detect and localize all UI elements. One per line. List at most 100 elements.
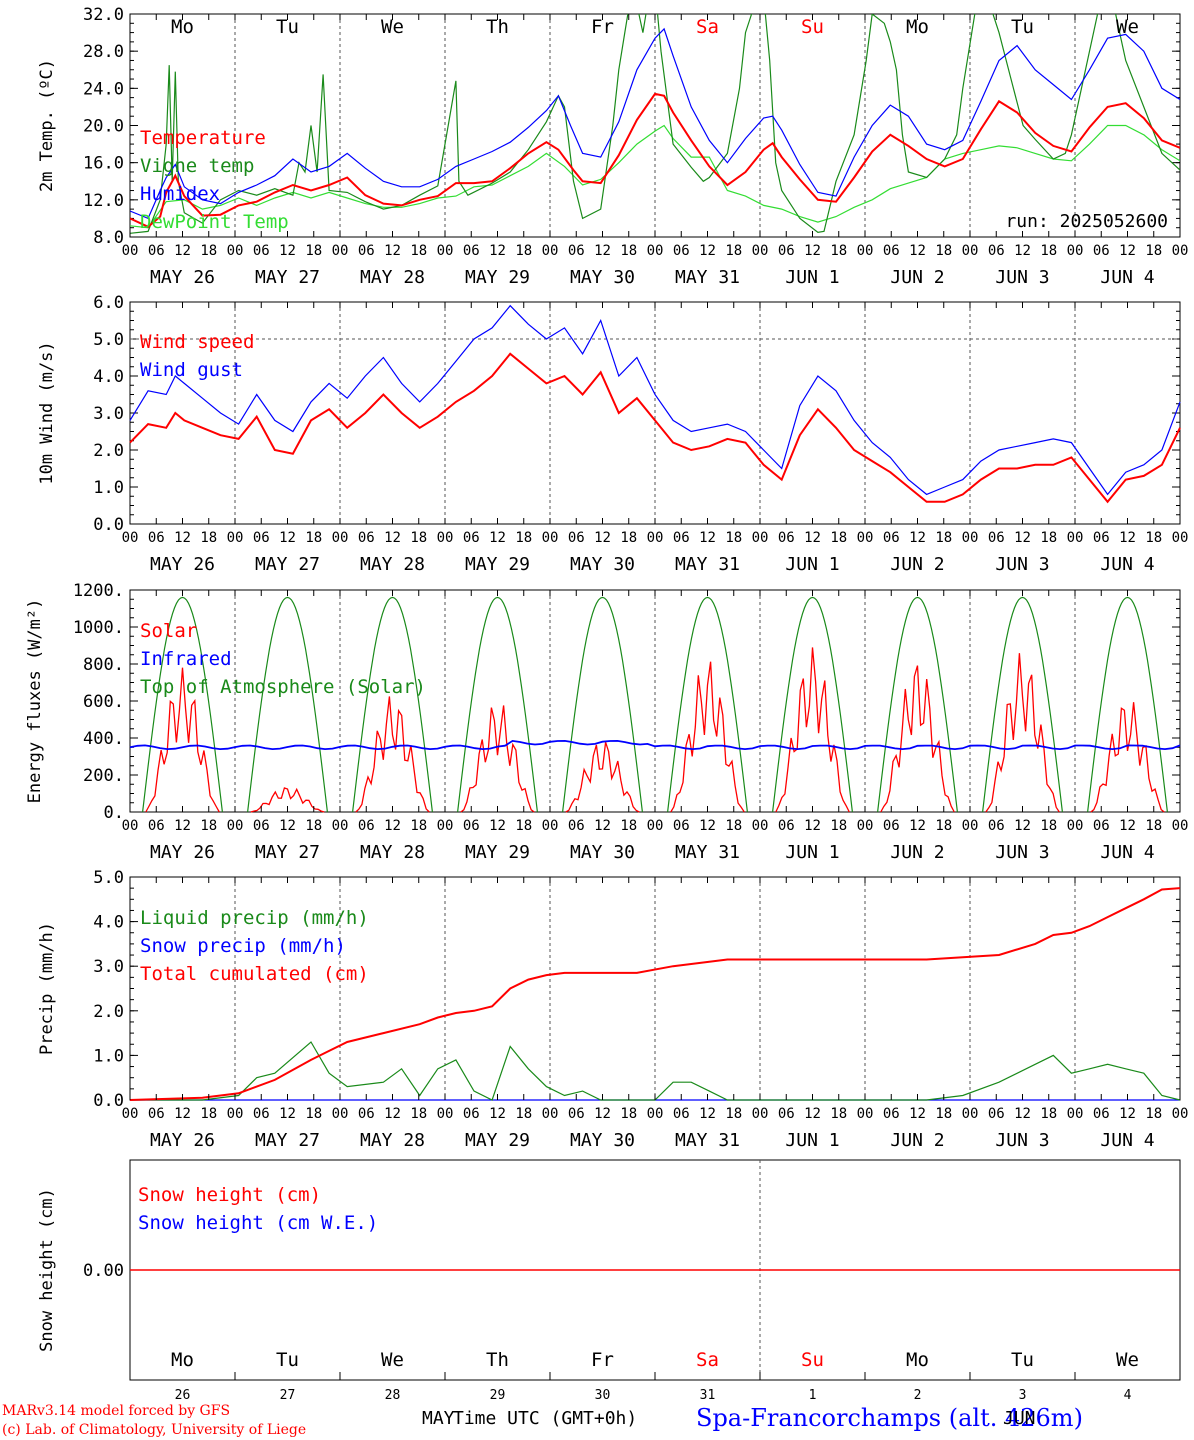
weekday-label: Mo [906, 1349, 929, 1371]
x-tick-label: 18 [515, 1106, 532, 1122]
x-tick-label: 12 [594, 243, 611, 259]
x-tick-label: 00 [1172, 1106, 1189, 1122]
series-line-solar [145, 647, 1165, 813]
x-tick-label: 06 [673, 818, 690, 834]
day-number-label: 26 [175, 1388, 191, 1403]
date-label: JUN 3 [995, 1130, 1049, 1151]
x-tick-label: 12 [384, 243, 401, 259]
x-tick-label: 06 [988, 1106, 1005, 1122]
x-tick-label: 06 [148, 818, 165, 834]
y-tick-label: 0.00 [83, 1261, 124, 1281]
y-axis-label: Energy fluxes (W/m²) [25, 599, 45, 804]
y-tick-label: 4.0 [93, 913, 124, 933]
day-number-label: 3 [1019, 1388, 1027, 1403]
day-number-label: 28 [385, 1388, 401, 1403]
date-label: JUN 1 [785, 1130, 839, 1151]
weekday-label: Sa [696, 16, 719, 38]
panel-1: 8.0 12.0 16.0 20.0 24.0 28.0 32.0 2m Temp. (ºC)… [37, 5, 1188, 288]
x-tick-label: 06 [358, 818, 375, 834]
x-tick-label: 12 [594, 1106, 611, 1122]
x-tick-label: 06 [463, 243, 480, 259]
weekday-label: Fr [591, 16, 614, 38]
y-tick-label: 0.0 [93, 515, 124, 535]
date-label: MAY 28 [360, 267, 425, 288]
x-tick-label: 18 [830, 818, 847, 834]
date-label: MAY 29 [465, 267, 530, 288]
x-tick-label: 18 [200, 243, 217, 259]
series-line-infrared [129, 739, 1181, 751]
x-tick-label: 06 [1093, 818, 1110, 834]
legend-top-of-atmosphere-solar-: Top of Atmosphere (Solar) [140, 676, 426, 698]
weekday-label: We [381, 16, 404, 38]
x-tick-label: 06 [568, 243, 585, 259]
date-label: MAY 31 [675, 267, 740, 288]
y-tick-label: 1000. [73, 618, 124, 638]
x-tick-label: 00 [227, 530, 244, 546]
y-tick-label: 600. [83, 692, 124, 712]
x-tick-label: 00 [857, 1106, 874, 1122]
x-tick-label: 18 [935, 243, 952, 259]
date-label: MAY 29 [465, 554, 530, 575]
x-tick-label: 06 [253, 818, 270, 834]
panel-2: 0.0 1.0 2.0 3.0 4.0 5.0 6.0 10m Wind (m/s) Wind … [37, 293, 1188, 575]
x-tick-label: 00 [962, 243, 979, 259]
x-tick-label: 12 [909, 818, 926, 834]
x-tick-label: 12 [384, 818, 401, 834]
x-tick-label: 06 [883, 818, 900, 834]
weekday-label: Mo [906, 16, 929, 38]
x-tick-label: 18 [1040, 530, 1057, 546]
x-tick-label: 18 [1040, 243, 1057, 259]
date-label: MAY 30 [570, 842, 635, 863]
x-tick-label: 18 [620, 243, 637, 259]
x-tick-label: 18 [1145, 818, 1162, 834]
x-tick-label: 06 [568, 818, 585, 834]
day-number-label: 29 [490, 1388, 506, 1403]
x-tick-label: 00 [542, 243, 559, 259]
x-tick-label: 12 [909, 530, 926, 546]
series-line-dewpoint-temp [130, 124, 1180, 229]
x-tick-label: 18 [1040, 1106, 1057, 1122]
x-tick-label: 06 [148, 530, 165, 546]
y-tick-label: 16.0 [83, 154, 124, 174]
y-tick-label: 12.0 [83, 191, 124, 211]
x-tick-label: 06 [358, 1106, 375, 1122]
x-tick-label: 18 [305, 818, 322, 834]
date-label: JUN 2 [890, 842, 944, 863]
date-label: MAY 26 [150, 1130, 215, 1151]
x-tick-label: 18 [305, 243, 322, 259]
x-tick-label: 12 [594, 818, 611, 834]
x-tick-label: 06 [673, 1106, 690, 1122]
panel-4: 0.0 1.0 2.0 3.0 4.0 5.0 Precip (mm/h) Liquid pr… [37, 868, 1188, 1151]
x-tick-label: 00 [122, 818, 139, 834]
x-tick-label: 18 [1040, 818, 1057, 834]
x-tick-label: 06 [673, 530, 690, 546]
x-tick-label: 06 [988, 530, 1005, 546]
date-label: MAY 31 [675, 842, 740, 863]
date-label: MAY 30 [570, 1130, 635, 1151]
weekday-label: Th [486, 1349, 509, 1371]
weekday-label: Tu [276, 1349, 299, 1371]
x-tick-label: 00 [962, 818, 979, 834]
date-label: JUN 3 [995, 267, 1049, 288]
date-label: MAY 27 [255, 554, 320, 575]
x-tick-label: 00 [1067, 243, 1084, 259]
x-tick-label: 18 [200, 1106, 217, 1122]
x-tick-label: 12 [1119, 818, 1136, 834]
x-tick-label: 18 [725, 818, 742, 834]
x-tick-label: 18 [305, 530, 322, 546]
x-tick-label: 00 [647, 530, 664, 546]
day-number-label: 30 [595, 1388, 611, 1403]
x-tick-label: 06 [148, 1106, 165, 1122]
x-tick-label: 18 [410, 243, 427, 259]
legend-temperature: Temperature [140, 127, 266, 149]
date-label: MAY 26 [150, 267, 215, 288]
x-tick-label: 00 [437, 818, 454, 834]
x-tick-label: 06 [883, 530, 900, 546]
x-tick-label: 12 [804, 243, 821, 259]
x-tick-label: 00 [752, 243, 769, 259]
panels: 8.012.016.020.024.028.032.02m Temp. (ºC)… [25, 5, 1189, 1403]
y-tick-label: 0. [104, 803, 124, 823]
x-tick-label: 00 [1172, 818, 1189, 834]
y-tick-label: 24.0 [83, 79, 124, 99]
date-label: MAY 30 [570, 267, 635, 288]
